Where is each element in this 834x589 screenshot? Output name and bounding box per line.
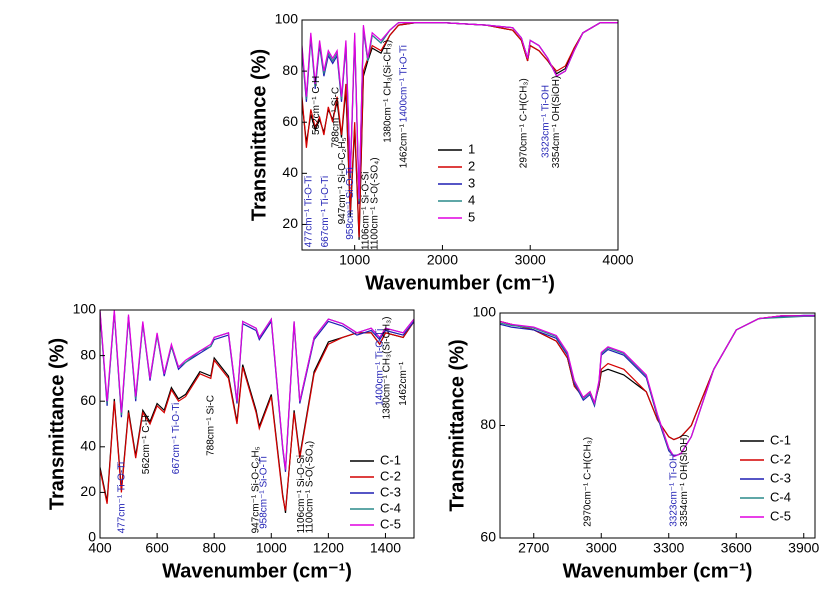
annotation: 2970cm⁻¹ C-H(CH₃) xyxy=(582,437,593,527)
annotation: 667cm⁻¹ Ti-O-Ti xyxy=(171,403,182,475)
series-line xyxy=(500,315,815,458)
legend-label: 5 xyxy=(468,209,475,224)
annotation: 788cm⁻¹ Si-C xyxy=(331,87,342,148)
y-axis-label: Transmittance (%) xyxy=(446,339,468,511)
plot-frame xyxy=(499,312,816,539)
x-tick-label: 1000 xyxy=(256,540,287,556)
y-tick-label: 100 xyxy=(473,304,497,320)
annotation: 3354cm⁻¹ OH(SiOH) xyxy=(679,434,690,527)
legend-label: 2 xyxy=(468,158,475,173)
annotation: 958cm⁻¹ Si-O-Ti xyxy=(345,167,356,240)
x-axis-label: Wavenumber (cm⁻¹) xyxy=(162,560,352,582)
y-tick-label: 40 xyxy=(282,164,298,180)
series-line xyxy=(100,310,414,470)
y-tick-label: 80 xyxy=(480,416,496,432)
y-tick-label: 20 xyxy=(282,215,298,231)
legend-label: C-2 xyxy=(380,468,401,483)
annotation: 1106cm⁻¹ Si-O-Si xyxy=(296,455,307,533)
annotation: 947cm⁻¹ Si-O-C₂H₅ xyxy=(337,137,348,224)
annotation: 947cm⁻¹ Si-O-C₂H₅ xyxy=(251,446,262,533)
legend-label: 3 xyxy=(468,175,475,190)
x-tick-label: 3300 xyxy=(653,540,684,556)
annotation: 3354cm⁻¹ OH(SiOH) xyxy=(551,76,562,169)
y-tick-label: 100 xyxy=(275,11,299,27)
x-tick-label: 1000 xyxy=(339,252,370,268)
legend-label: C-4 xyxy=(380,500,401,515)
legend-label: C-4 xyxy=(770,489,791,504)
x-tick-label: 3000 xyxy=(586,540,617,556)
x-tick-label: 2700 xyxy=(518,540,549,556)
plot-frame xyxy=(99,309,415,539)
annotation: 1462cm⁻¹ xyxy=(398,123,409,168)
legend-label: C-5 xyxy=(380,516,401,531)
series-line xyxy=(100,321,414,511)
legend-label: C-2 xyxy=(770,451,791,466)
y-tick-label: 100 xyxy=(73,301,97,317)
x-tick-label: 600 xyxy=(145,540,169,556)
legend-label: 4 xyxy=(468,192,475,207)
y-tick-label: 80 xyxy=(282,62,298,78)
annotation: 477cm⁻¹ Ti-O-Ti xyxy=(117,462,128,534)
x-tick-label: 1200 xyxy=(313,540,344,556)
annotation: 3323cm⁻¹ Ti-OH xyxy=(541,85,552,158)
y-tick-label: 60 xyxy=(282,113,298,129)
y-tick-label: 60 xyxy=(80,392,96,408)
y-tick-label: 20 xyxy=(80,483,96,499)
x-axis-label: Wavenumber (cm⁻¹) xyxy=(365,272,555,294)
annotation: 1400cm⁻¹ Ti-O-Ti xyxy=(398,45,409,122)
annotation: 788cm⁻¹ Si-C xyxy=(205,395,216,456)
y-tick-label: 80 xyxy=(80,346,96,362)
y-tick-label: 40 xyxy=(80,438,96,454)
y-axis-label: Transmittance (%) xyxy=(248,49,270,221)
series-line xyxy=(302,22,618,199)
x-tick-label: 2000 xyxy=(427,252,458,268)
annotation: 1380cm⁻¹ CH₃(Si-CH₃) xyxy=(382,317,393,420)
annotation: 667cm⁻¹ Ti-O-Ti xyxy=(320,176,331,248)
legend-label: C-5 xyxy=(770,508,791,523)
annotation: 1106cm⁻¹ Si-O-Si xyxy=(361,172,372,250)
annotation: 1400cm⁻¹ Ti-O-Ti xyxy=(374,329,385,406)
x-tick-label: 4000 xyxy=(602,252,633,268)
y-axis-label: Transmittance (%) xyxy=(46,338,68,510)
plot-frame xyxy=(301,19,619,251)
x-tick-label: 400 xyxy=(88,540,112,556)
x-tick-label: 3000 xyxy=(515,252,546,268)
annotation: 1462cm⁻¹ xyxy=(398,361,409,406)
annotation: 3323cm⁻¹ Ti-OH xyxy=(669,454,680,527)
annotation: 477cm⁻¹ Ti-O-Ti xyxy=(303,176,314,248)
legend-label: C-3 xyxy=(380,484,401,499)
annotation: 1100cm⁻¹ S-O(-SO₄) xyxy=(370,157,381,250)
x-tick-label: 3600 xyxy=(721,540,752,556)
annotation: 562cm⁻¹ C-H xyxy=(141,415,152,474)
annotation: 958cm⁻¹ Si-O-Ti xyxy=(259,456,270,529)
annotation: 562cm⁻¹ C-H xyxy=(311,76,322,135)
x-tick-label: 800 xyxy=(203,540,227,556)
annotation: 1100cm⁻¹ S-O(-SO₄) xyxy=(304,441,315,534)
x-tick-label: 1400 xyxy=(370,540,401,556)
y-tick-label: 0 xyxy=(88,529,96,545)
series-line xyxy=(500,315,815,458)
x-tick-label: 3900 xyxy=(788,540,819,556)
legend-label: 1 xyxy=(468,141,475,156)
legend-label: C-1 xyxy=(770,432,791,447)
legend-label: C-3 xyxy=(770,470,791,485)
annotation: 1380cm⁻¹ CH₃(Si-CH₃) xyxy=(383,40,394,143)
annotation: 2970cm⁻¹ C-H(CH₃) xyxy=(519,78,530,168)
y-tick-label: 60 xyxy=(480,529,496,545)
legend-label: C-1 xyxy=(380,452,401,467)
x-axis-label: Wavenumber (cm⁻¹) xyxy=(563,560,753,582)
